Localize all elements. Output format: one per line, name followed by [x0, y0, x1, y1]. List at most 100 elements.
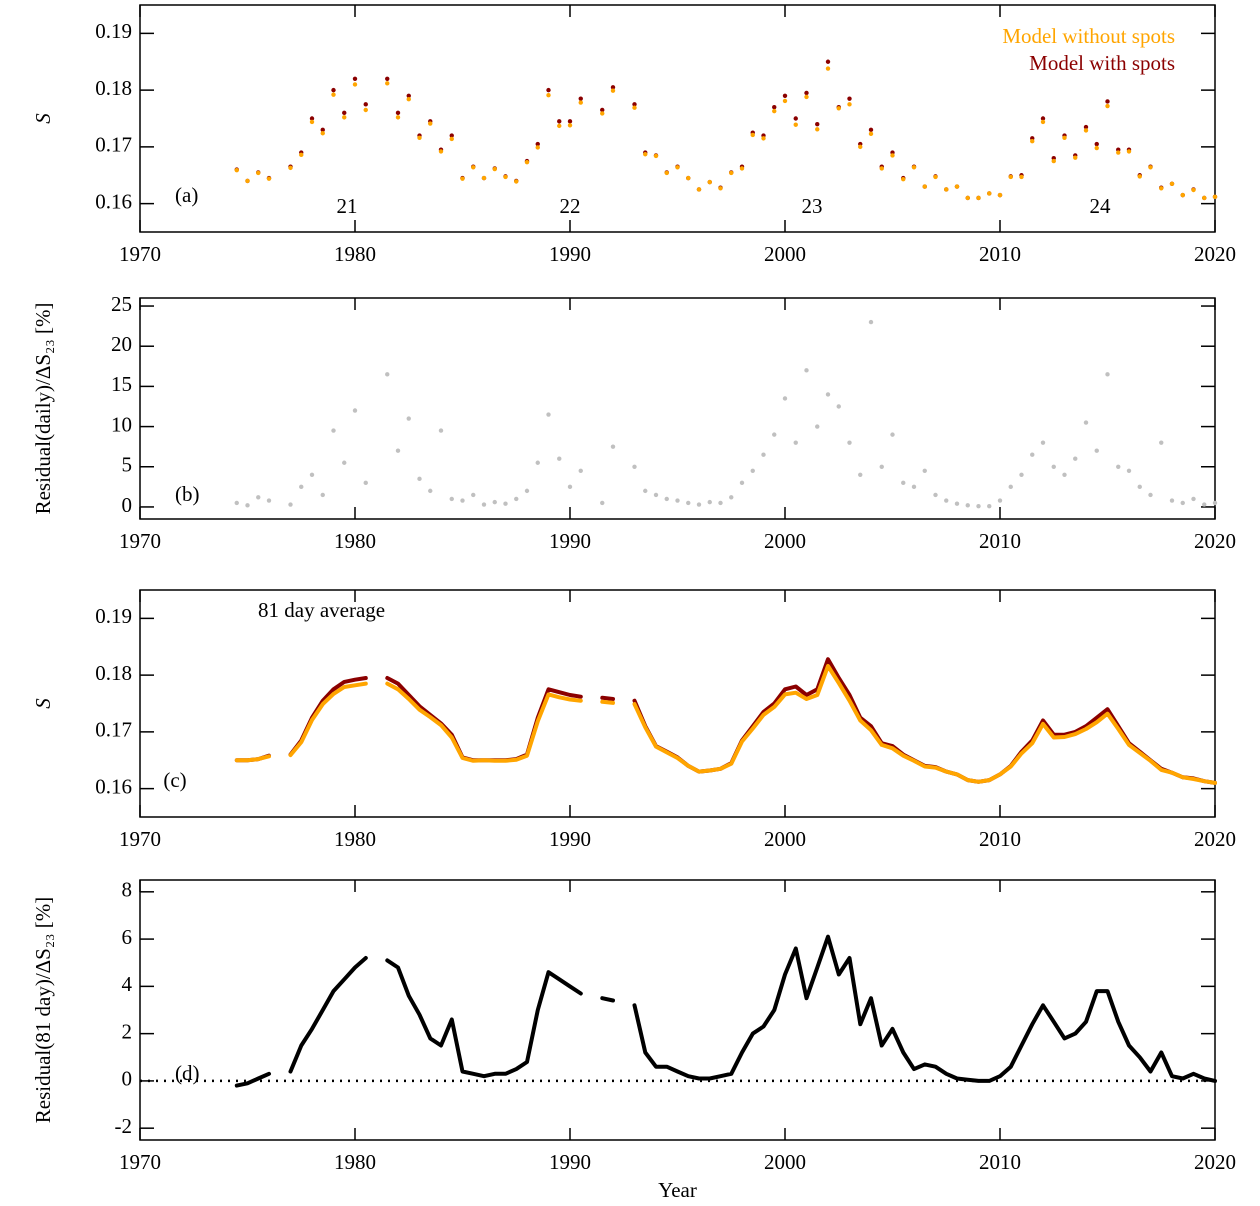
data-point — [406, 93, 411, 99]
data-point — [1105, 103, 1110, 109]
legend-entry: Model without spots — [1002, 24, 1175, 48]
y-axis-label: S — [31, 698, 55, 709]
legend-entry: Model with spots — [1029, 51, 1175, 75]
data-point — [933, 492, 938, 498]
data-point — [342, 460, 347, 465]
data-point — [417, 135, 422, 140]
plot-frame — [139, 297, 1216, 520]
data-point — [546, 93, 551, 98]
y-tick-label: 10 — [111, 412, 132, 436]
data-point — [385, 76, 390, 81]
data-point — [352, 76, 358, 81]
data-point — [299, 484, 304, 490]
x-tick-label: 1980 — [334, 1150, 376, 1174]
data-line — [234, 664, 1217, 785]
data-point — [632, 105, 637, 110]
panel: 1970 1980 1990 2000 2010 2020 0.16 0.17 0.18 0.19… — [31, 4, 1236, 266]
annotation: 24 — [1090, 194, 1112, 218]
data-point — [1073, 456, 1078, 461]
data-point — [514, 179, 519, 184]
data-point — [234, 500, 239, 506]
data-point — [342, 110, 347, 116]
x-tick-label: 2000 — [764, 242, 806, 266]
data-point — [1083, 124, 1089, 130]
data-point — [1019, 472, 1024, 477]
data-point — [1191, 496, 1196, 502]
data-point — [1105, 99, 1110, 104]
data-point — [675, 498, 680, 503]
y-tick-label: 4 — [122, 972, 133, 996]
x-tick-label: 2000 — [764, 529, 806, 553]
data-point — [600, 107, 605, 113]
data-point — [1094, 145, 1099, 151]
data-point — [449, 496, 454, 502]
data-point — [944, 187, 949, 192]
data-point — [901, 177, 906, 182]
y-tick-label: 15 — [111, 372, 132, 396]
data-point — [1083, 128, 1089, 133]
x-tick-label: 2020 — [1194, 242, 1236, 266]
data-point — [750, 132, 755, 138]
data-point — [1148, 492, 1153, 498]
data-point — [503, 501, 508, 506]
annotation: 21 — [337, 194, 358, 218]
data-point — [363, 102, 368, 107]
data-point — [557, 456, 562, 461]
data-point — [922, 184, 927, 189]
data-point — [965, 195, 970, 201]
data-point — [836, 106, 841, 111]
data-point — [546, 87, 551, 93]
x-tick-label: 1990 — [549, 242, 591, 266]
data-point — [868, 127, 874, 133]
data-point — [535, 141, 540, 147]
data-point — [643, 488, 648, 494]
data-point — [600, 500, 605, 506]
y-tick-label: 0.18 — [95, 76, 132, 100]
data-point — [933, 174, 938, 180]
data-point — [557, 119, 562, 124]
data-point — [309, 116, 315, 121]
data-point — [911, 165, 917, 170]
x-tick-label: 1990 — [549, 529, 591, 553]
data-point — [256, 170, 261, 176]
data-point — [471, 492, 476, 498]
annotation: (d) — [175, 1061, 200, 1085]
data-point — [309, 119, 315, 125]
annotation: 22 — [560, 194, 581, 218]
data-point — [578, 96, 583, 101]
data-point — [1148, 165, 1153, 170]
data-point — [1212, 500, 1218, 506]
data-point — [987, 191, 992, 196]
data-point — [578, 100, 583, 105]
data-point — [578, 468, 583, 473]
data-point — [954, 501, 960, 506]
data-point — [1137, 484, 1142, 490]
y-tick-label: 20 — [111, 332, 132, 356]
data-point — [1126, 149, 1132, 154]
data-point — [739, 166, 745, 171]
data-point — [471, 165, 476, 170]
x-tick-label: 1970 — [119, 827, 161, 851]
data-point — [1062, 135, 1067, 140]
x-tick-label: 1970 — [119, 1150, 161, 1174]
data-point — [707, 179, 712, 185]
plot-frame — [139, 879, 1216, 1141]
data-point — [911, 484, 917, 490]
x-tick-label: 2000 — [764, 1150, 806, 1174]
data-point — [535, 145, 540, 150]
data-point — [1040, 440, 1046, 445]
data-point — [503, 174, 508, 180]
data-point — [1159, 186, 1164, 191]
data-point — [739, 480, 745, 486]
data-point — [858, 144, 863, 150]
data-point — [815, 424, 820, 429]
data-point — [514, 496, 519, 502]
data-point — [610, 444, 616, 449]
data-point — [449, 136, 454, 142]
annotation: (b) — [175, 482, 200, 506]
data-point — [492, 166, 497, 172]
data-point — [460, 176, 465, 181]
data-point — [385, 81, 390, 86]
data-point — [288, 165, 293, 171]
data-point — [686, 500, 691, 506]
